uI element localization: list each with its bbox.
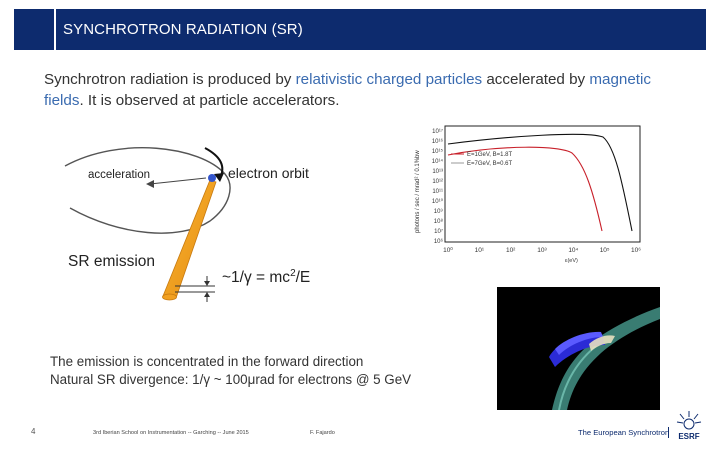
acceleration-label: acceleration — [88, 169, 150, 181]
y-tick-label: 10¹⁵ — [432, 148, 444, 155]
y-tick-label: 10¹⁷ — [432, 128, 443, 135]
title-divider — [54, 9, 56, 50]
caption-line-2: Natural SR divergence: 1/γ ~ 100μrad for… — [50, 372, 412, 387]
y-tick-label: 10¹⁴ — [432, 158, 444, 165]
y-tick-label: 10⁹ — [434, 208, 444, 215]
acceleration-arrow — [149, 177, 207, 185]
y-tick-label: 10¹³ — [432, 169, 443, 175]
y-tick-label: 10¹² — [432, 179, 443, 185]
y-tick-label: 10¹¹ — [432, 189, 443, 195]
sr-cone-end — [162, 293, 177, 301]
x-tick-label: 10⁰ — [443, 246, 453, 254]
y-tick-label: 10¹⁰ — [432, 198, 444, 205]
x-tick-label: 10³ — [537, 247, 547, 254]
orbit-arrowhead — [214, 173, 224, 182]
magnet-top — [555, 331, 603, 355]
plot-ylabel: photons / sec / mrad² / 0.1%bw — [415, 150, 421, 233]
intro-text-2: accelerated by — [482, 71, 590, 88]
electron-orbit-arc — [64, 147, 231, 234]
legend-label-1: E=1GeV, B=1.8T — [467, 152, 512, 158]
slide-title: SYNCHROTRON RADIATION (SR) — [63, 21, 303, 38]
x-tick-label: 10⁵ — [600, 247, 610, 254]
intro-text-3: . It is observed at particle accelerator… — [79, 92, 340, 109]
curve-7gev — [447, 133, 633, 232]
intro-text-1: Synchrotron radiation is produced by — [44, 71, 296, 88]
course-text: 3rd Iberian School on Instrumentation --… — [93, 430, 249, 436]
y-tick-labels: 10¹⁷ 10¹⁶ 10¹⁵ 10¹⁴ 10¹³ 10¹² 10¹¹ 10¹⁰ 10⁹ 10⁸ 10… — [432, 128, 444, 245]
divergence-formula-main: ~1/γ = mc — [222, 269, 290, 286]
author-text: F. Fajardo — [310, 430, 335, 436]
acceleration-arrowhead — [146, 180, 154, 188]
intro-paragraph: Synchrotron radiation is produced by rel… — [44, 69, 664, 111]
x-tick-label: 10¹ — [475, 247, 485, 254]
x-tick-labels: 10⁰ 10¹ 10² 10³ 10⁴ 10⁵ 10⁶ — [443, 246, 641, 254]
footer-separator — [668, 427, 669, 438]
legend-label-2: E=7GeV, B=0.6T — [467, 161, 512, 167]
divergence-formula-end: /E — [296, 269, 311, 286]
divergence-arrowhead-top — [204, 281, 210, 286]
y-tick-label: 10⁶ — [434, 238, 444, 245]
esrf-logo: ESRF — [676, 411, 702, 441]
electron-dot — [208, 174, 216, 182]
y-tick-label: 10⁷ — [434, 228, 443, 235]
logo-text: ESRF — [678, 432, 699, 441]
divergence-arrowhead-bottom — [204, 292, 210, 297]
page-number: 4 — [31, 427, 36, 436]
intro-highlight-fields: magnetic fields — [44, 71, 651, 109]
spectrum-plot: photons / sec / mrad² / 0.1%bw 10¹⁷10¹⁶1… — [415, 125, 641, 264]
divergence-formula-sup: 2 — [290, 268, 296, 279]
intro-highlight-particles: relativistic charged particles — [295, 71, 483, 88]
electron-orbit-label: electron orbit — [228, 165, 309, 181]
magnet-simulation-image — [497, 287, 660, 410]
title-bar: SYNCHROTRON RADIATION (SR) — [14, 9, 706, 50]
sr-emission-diagram: acceleration electron orbit SR emission … — [64, 147, 310, 302]
curve-1gev — [447, 146, 603, 232]
x-tick-label: 10⁴ — [568, 247, 578, 254]
sr-fan — [589, 335, 615, 351]
y-tick-label: 10⁸ — [434, 218, 444, 225]
sr-emission-cone — [162, 179, 217, 299]
caption-line-1: The emission is concentrated in the forw… — [50, 354, 364, 369]
caption: The emission is concentrated in the forw… — [50, 353, 411, 389]
x-tick-label: 10⁶ — [631, 247, 641, 254]
divergence-formula: ~1/γ = mc2/E — [222, 268, 310, 286]
plot-xlabel: ε(eV) — [565, 258, 578, 264]
sr-emission-label: SR emission — [68, 253, 155, 270]
brand-text: The European Synchrotron — [578, 428, 670, 437]
x-tick-label: 10² — [506, 247, 516, 254]
beam-pipe-highlight — [558, 345, 597, 410]
plot-frame — [444, 125, 641, 243]
beam-pipe — [552, 307, 660, 410]
bending-magnet — [549, 333, 605, 367]
y-tick-label: 10¹⁶ — [432, 138, 444, 145]
